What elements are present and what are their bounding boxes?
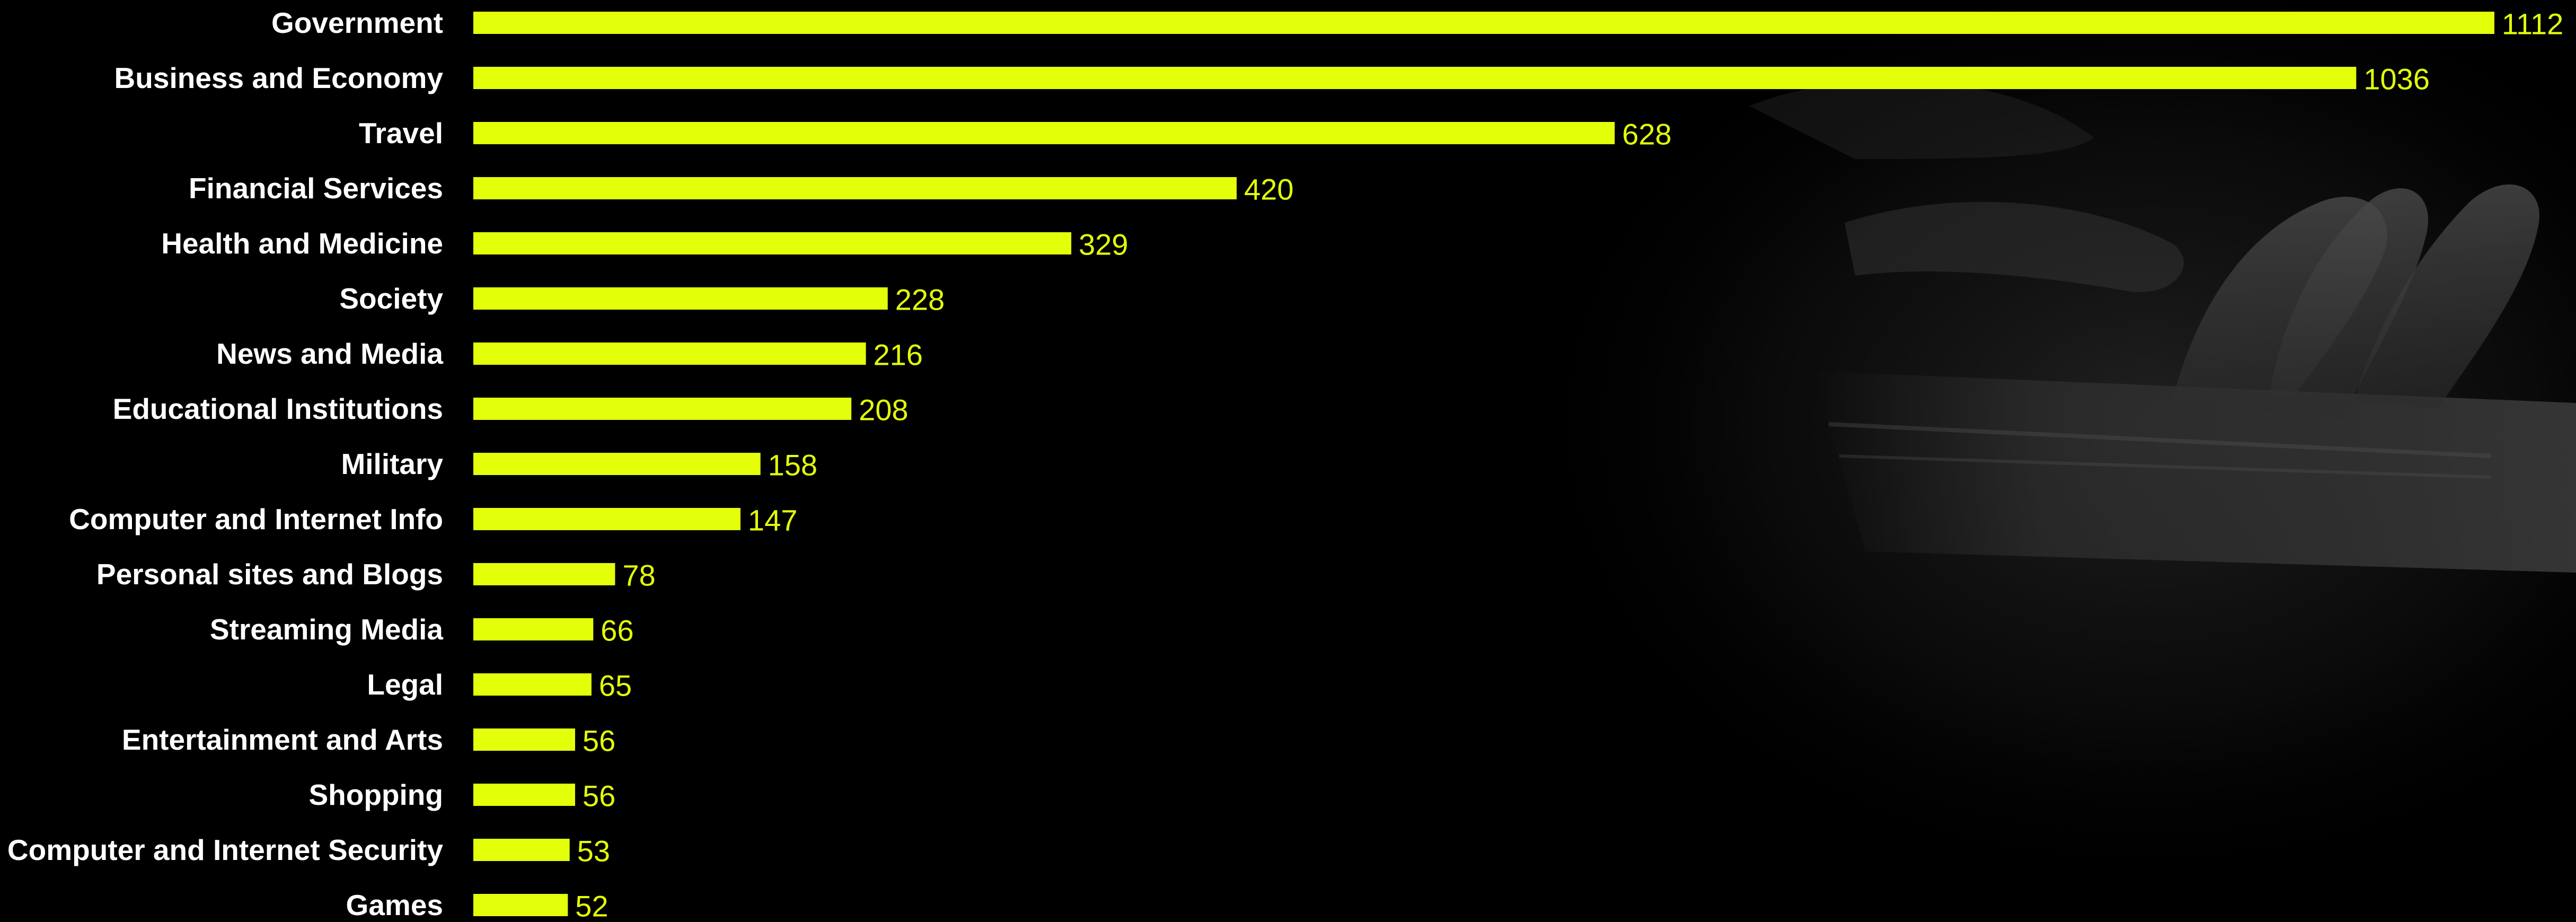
bar-legal [473,673,592,696]
value-label-personal-sites-and-blogs: 78 [622,559,655,592]
value-label-society: 228 [895,283,945,317]
bar-computer-and-internet-security [473,839,570,861]
value-label-legal: 65 [599,669,632,703]
bar-shopping [473,784,576,806]
category-label-shopping: Shopping [308,778,443,811]
bar-personal-sites-and-blogs [473,563,615,585]
category-label-military: Military [341,447,443,480]
bars-layer [473,12,2494,916]
category-label-entertainment-and-arts: Entertainment and Arts [122,723,443,756]
category-label-streaming-media: Streaming Media [210,613,444,646]
value-label-financial-services: 420 [1244,173,1293,206]
category-label-society: Society [339,282,443,315]
value-label-streaming-media: 66 [601,614,633,647]
category-label-games: Games [346,889,443,921]
bar-military [473,453,761,475]
value-label-business-and-economy: 1036 [2363,63,2430,96]
value-label-news-and-media: 216 [874,338,923,372]
bar-games [473,894,568,916]
value-label-government: 1112 [2502,7,2563,41]
bar-streaming-media [473,618,594,640]
category-label-travel: Travel [359,117,443,150]
category-label-financial-services: Financial Services [189,172,443,205]
bar-financial-services [473,177,1237,199]
value-label-educational-institutions: 208 [859,393,908,427]
category-label-educational-institutions: Educational Institutions [113,392,443,425]
value-label-computer-and-internet-info: 147 [748,504,797,537]
value-label-military: 158 [768,449,817,482]
value-labels-layer: 1112 1036 628 420 329 228 216 208 158 147 78 66 65 56… [575,7,2563,922]
category-label-personal-sites-and-blogs: Personal sites and Blogs [96,558,443,591]
bar-health-and-medicine [473,232,1072,254]
value-label-computer-and-internet-security: 53 [577,835,610,868]
bar-business-and-economy [473,67,2357,89]
bar-computer-and-internet-info [473,508,741,530]
value-label-travel: 628 [1622,118,1671,151]
category-label-computer-and-internet-info: Computer and Internet Info [69,503,443,535]
category-label-computer-and-internet-security: Computer and Internet Security [7,833,443,866]
category-labels-layer: Government Business and Economy Travel Fina… [7,6,443,921]
bar-society [473,287,888,310]
value-label-entertainment-and-arts: 56 [583,724,615,758]
category-label-business-and-economy: Business and Economy [114,62,444,94]
value-label-shopping: 56 [583,779,615,813]
bar-news-and-media [473,343,866,365]
category-label-news-and-media: News and Media [216,337,443,370]
category-label-legal: Legal [367,668,443,701]
bar-educational-institutions [473,398,852,420]
bar-entertainment-and-arts [473,728,576,751]
category-label-health-and-medicine: Health and Medicine [161,227,443,260]
category-label-government: Government [271,6,443,39]
bar-government [473,12,2494,34]
value-label-health-and-medicine: 329 [1079,228,1128,261]
bar-travel [473,122,1615,144]
value-label-games: 52 [575,890,608,922]
